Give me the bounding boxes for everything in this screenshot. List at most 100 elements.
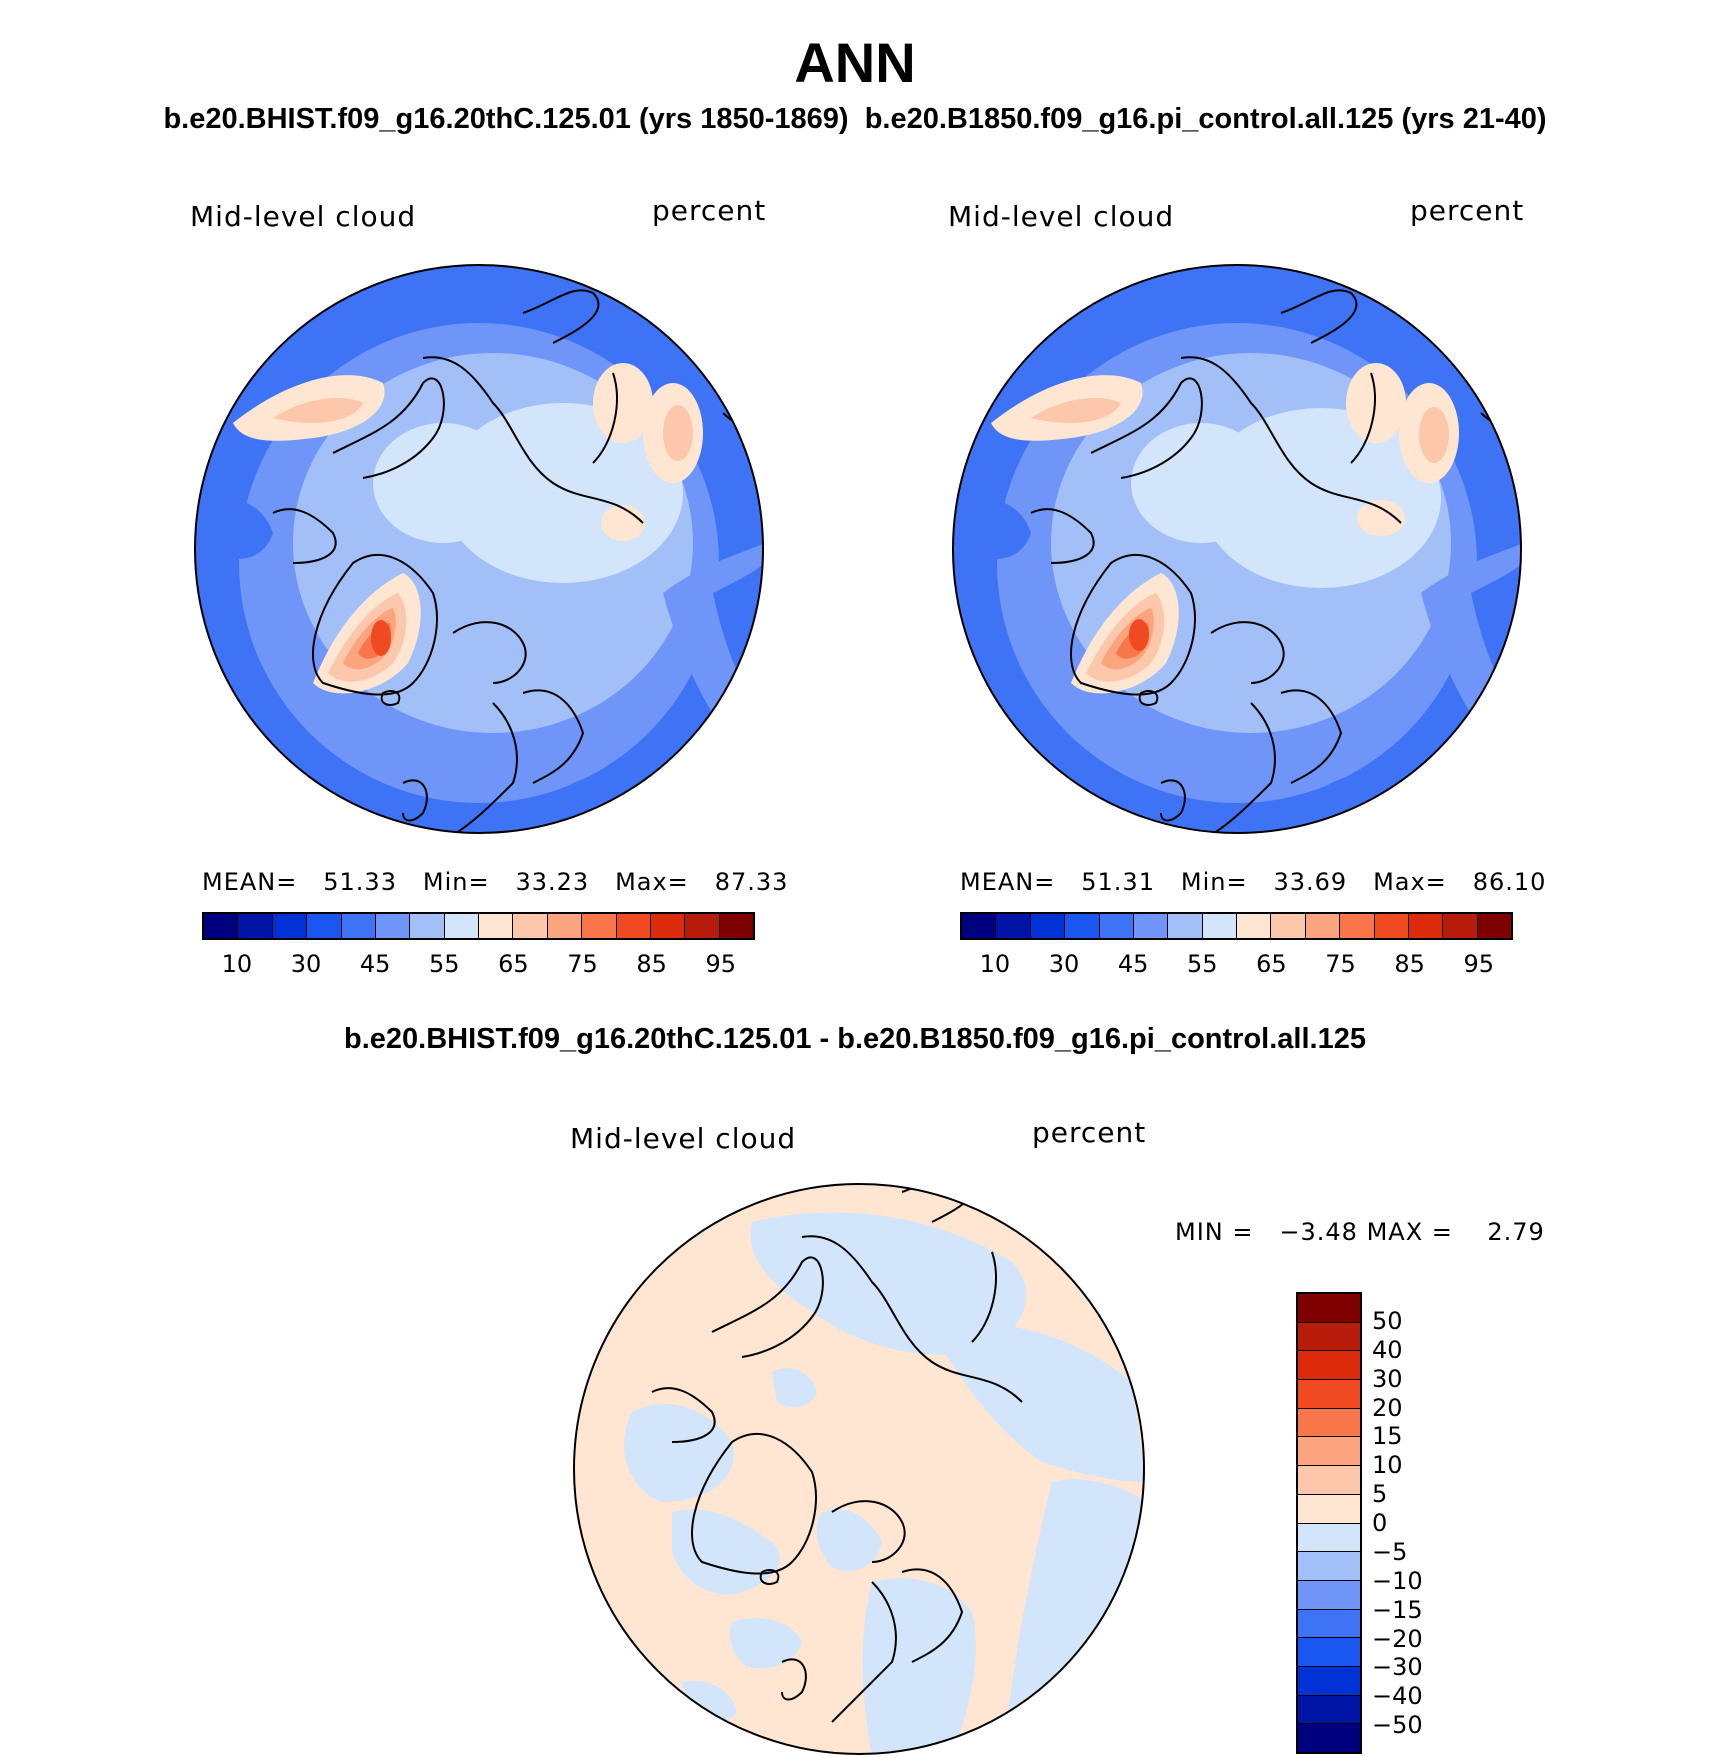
colorbar-tick-label: 0 [1372,1509,1388,1537]
right-colorbar [960,912,1513,940]
min-value: 33.23 [515,868,590,896]
colorbar-tick-label: 10 [979,950,1011,978]
colorbar-tick-label: −5 [1372,1537,1408,1566]
left-colorbar [202,912,755,940]
diff-min-label: MIN = [1175,1218,1254,1246]
colorbar-cell [1374,914,1409,938]
colorbar-cell [685,914,720,938]
colorbar-tick-label: 85 [1394,950,1425,978]
colorbar-cell [1271,914,1306,938]
colorbar-tick-label: 5 [1372,1480,1388,1509]
colorbar-cell [1133,914,1169,938]
colorbar-cell [1340,914,1375,938]
diff-max-value: 2.79 [1487,1218,1545,1246]
colorbar-tick-label: 45 [359,950,391,978]
colorbar-cell [204,914,239,938]
colorbar-cell [1298,1380,1360,1409]
colorbar-cell [582,914,617,938]
colorbar-cell [375,914,411,938]
page-title: ANN [794,31,916,94]
left-polar-map [194,264,764,834]
colorbar-tick-label: 55 [428,950,460,978]
mean-value: 51.31 [1081,868,1155,896]
right-panel-variable: Mid-level cloud [948,200,1175,233]
colorbar-cell [1305,914,1341,938]
colorbar-tick-label: 30 [290,950,322,978]
case-subtitle-right: b.e20.B1850.f09_g16.pi_control.all.125 (… [864,103,1547,135]
colorbar-cell [272,914,308,938]
colorbar-cell [1298,1552,1360,1581]
difference-title: b.e20.BHIST.f09_g16.20thC.125.01 - b.e20… [344,1023,1366,1055]
colorbar-tick-label: 20 [1372,1393,1403,1422]
case-subtitle-left: b.e20.BHIST.f09_g16.20thC.125.01 (yrs 18… [163,103,849,135]
colorbar-cell [1202,914,1237,938]
colorbar-tick-label: 45 [1117,950,1149,978]
diff-max-label: MAX = [1366,1218,1453,1246]
colorbar-cell [1168,914,1203,938]
colorbar-cell [444,914,479,938]
diff-panel-variable: Mid-level cloud [570,1122,797,1155]
colorbar-cell [547,914,583,938]
diff-panel-units: percent [1032,1116,1147,1149]
colorbar-cell [1298,1437,1360,1467]
diff-min-value: −3.48 [1279,1218,1358,1246]
colorbar-cell [719,914,753,938]
mean-value: 51.33 [323,868,397,896]
colorbar-tick-label: 65 [498,950,529,978]
colorbar-cell [1298,1724,1360,1752]
left-panel-stats: MEAN= 51.33 Min= 33.23 Max= 87.33 [202,868,788,896]
colorbar-tick-label: 40 [1372,1335,1403,1364]
colorbar-tick-label: 10 [221,950,253,978]
colorbar-tick-label: 65 [1256,950,1287,978]
colorbar-tick-label: 95 [705,950,736,978]
colorbar-cell [410,914,445,938]
colorbar-cell [513,914,548,938]
colorbar-cell [1298,1666,1360,1696]
colorbar-cell [1298,1494,1360,1524]
right-polar-map [952,264,1522,834]
case-subtitle: b.e20.BHIST.f09_g16.20thC.125.01 (yrs 18… [0,103,1710,136]
colorbar-cell [1298,1322,1360,1352]
left-panel-variable: Mid-level cloud [190,200,417,233]
colorbar-cell [1298,1609,1360,1639]
colorbar-tick-label: −40 [1372,1682,1423,1711]
colorbar-cell [1298,1523,1360,1553]
colorbar-tick-label: −10 [1372,1566,1423,1595]
difference-colorbar-ticks: 50 40 30 20 15 10 5 0 −5 −10 −15 −20 −30 −40 −50 [1372,1292,1452,1754]
colorbar-tick-label: 15 [1372,1422,1403,1451]
difference-polar-map [573,1183,1145,1755]
colorbar-cell [238,914,273,938]
colorbar-cell [1298,1408,1360,1438]
colorbar-tick-label: 85 [636,950,667,978]
colorbar-tick-label: 75 [1325,950,1356,978]
max-label: Max= [1373,868,1447,896]
colorbar-cell [307,914,342,938]
colorbar-cell [1298,1351,1360,1381]
colorbar-tick-label: −50 [1372,1711,1423,1740]
min-label: Min= [422,868,490,896]
colorbar-cell [650,914,686,938]
colorbar-tick-label: −15 [1372,1595,1423,1624]
right-panel-units: percent [1410,194,1525,227]
colorbar-cell [1443,914,1478,938]
colorbar-tick-label: 10 [1372,1451,1403,1480]
min-label: Min= [1180,868,1248,896]
colorbar-tick-label: 75 [567,950,598,978]
colorbar-cell [1298,1466,1360,1495]
colorbar-cell [1477,914,1511,938]
diff-minmax: MIN = −3.48 MAX = 2.79 [1175,1218,1545,1246]
colorbar-cell [1237,914,1272,938]
difference-colorbar [1296,1292,1362,1754]
colorbar-cell [1030,914,1066,938]
max-value: 86.10 [1472,868,1547,896]
colorbar-tick-label: 30 [1372,1364,1403,1393]
left-panel-units: percent [652,194,767,227]
max-label: Max= [615,868,689,896]
colorbar-cell [1065,914,1100,938]
colorbar-cell [1298,1638,1360,1667]
colorbar-cell [962,914,997,938]
mean-label: MEAN= [960,868,1056,896]
colorbar-cell [1408,914,1444,938]
right-colorbar-ticks: 10 30 45 55 65 75 85 95 [960,950,1513,980]
min-value: 33.69 [1273,868,1348,896]
